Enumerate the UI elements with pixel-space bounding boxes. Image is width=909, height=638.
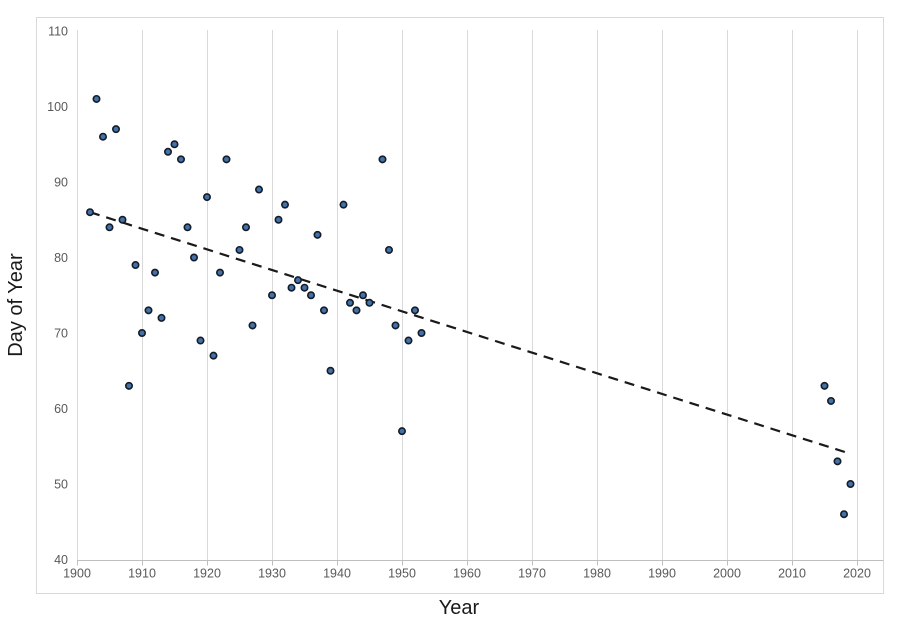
- data-point: [313, 230, 322, 239]
- data-point: [358, 291, 367, 300]
- data-point: [86, 208, 95, 217]
- data-point: [177, 155, 186, 164]
- chart-frame: [36, 17, 884, 594]
- y-tick-label: 100: [47, 100, 68, 114]
- data-point: [345, 298, 354, 307]
- x-axis-title: Year: [438, 597, 480, 619]
- data-point: [326, 366, 335, 375]
- y-tick-label: 40: [54, 553, 68, 567]
- y-tick-label: 70: [54, 327, 68, 341]
- data-point: [216, 268, 225, 277]
- data-point: [293, 276, 302, 285]
- y-tick-label: 80: [54, 251, 68, 265]
- data-point: [397, 427, 406, 436]
- data-point: [274, 215, 283, 224]
- data-point: [391, 321, 400, 330]
- x-tick-label: 2010: [778, 567, 806, 581]
- data-point: [183, 223, 192, 232]
- x-tick-label: 1980: [583, 567, 611, 581]
- x-tick-label: 2020: [843, 567, 871, 581]
- trendline: [89, 211, 851, 455]
- data-point: [190, 253, 199, 262]
- data-point: [306, 291, 315, 300]
- data-point: [365, 298, 374, 307]
- data-point: [105, 223, 114, 232]
- data-point: [378, 155, 387, 164]
- data-point: [267, 291, 276, 300]
- x-tick-label: 1990: [648, 567, 676, 581]
- y-tick-label: 90: [54, 176, 68, 190]
- data-point: [820, 381, 829, 390]
- data-point: [339, 200, 348, 209]
- data-point: [235, 245, 244, 254]
- data-point: [112, 125, 121, 134]
- x-tick-label: 1970: [518, 567, 546, 581]
- data-point: [826, 396, 835, 405]
- data-point: [157, 313, 166, 322]
- data-point: [280, 200, 289, 209]
- data-point: [125, 381, 134, 390]
- x-tick-label: 1930: [258, 567, 286, 581]
- data-point: [144, 306, 153, 315]
- x-tick-label: 1920: [193, 567, 221, 581]
- data-point: [384, 245, 393, 254]
- data-point: [196, 336, 205, 345]
- data-point: [404, 336, 413, 345]
- x-tick-label: 1910: [128, 567, 156, 581]
- data-point: [131, 261, 140, 270]
- data-point: [222, 155, 231, 164]
- data-point: [255, 185, 264, 194]
- data-point: [164, 147, 173, 156]
- y-tick-label: 50: [54, 478, 68, 492]
- y-axis-title: Day of Year: [5, 253, 27, 357]
- x-tick-label: 2000: [713, 567, 741, 581]
- data-point: [833, 457, 842, 466]
- data-point: [352, 306, 361, 315]
- data-point: [410, 306, 419, 315]
- x-tick-label: 1900: [63, 567, 91, 581]
- data-point: [92, 94, 101, 103]
- data-point: [248, 321, 257, 330]
- data-point: [118, 215, 127, 224]
- data-point: [209, 351, 218, 360]
- y-tick-label: 60: [54, 402, 68, 416]
- data-point: [242, 223, 251, 232]
- data-point: [151, 268, 160, 277]
- data-point: [417, 328, 426, 337]
- data-point: [99, 132, 108, 141]
- y-tick-label: 110: [48, 25, 68, 39]
- data-point: [287, 283, 296, 292]
- data-point: [170, 140, 179, 149]
- data-point: [203, 193, 212, 202]
- data-point: [300, 283, 309, 292]
- data-point: [839, 510, 848, 519]
- x-tick-label: 1950: [388, 567, 416, 581]
- data-point: [319, 306, 328, 315]
- data-point: [846, 479, 855, 488]
- x-tick-label: 1960: [453, 567, 481, 581]
- data-point: [138, 328, 147, 337]
- x-tick-label: 1940: [323, 567, 351, 581]
